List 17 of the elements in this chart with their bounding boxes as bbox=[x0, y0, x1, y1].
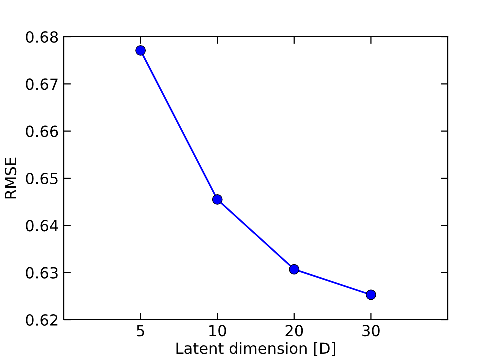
x-tick-label: 30 bbox=[362, 325, 380, 337]
y-tick-label: 0.66 bbox=[26, 126, 58, 138]
x-tick-label: 20 bbox=[286, 325, 304, 337]
y-axis-title: RMSE bbox=[5, 158, 17, 199]
x-tick-label: 5 bbox=[137, 325, 144, 337]
point bbox=[289, 264, 300, 275]
y-tick-label: 0.65 bbox=[26, 172, 58, 185]
x-axis-title: Latent dimension [D] bbox=[176, 342, 336, 356]
y-tick-label: 0.63 bbox=[26, 267, 58, 279]
y-tick-label: 0.62 bbox=[26, 314, 58, 326]
point bbox=[366, 290, 376, 300]
y-tick-label: 0.64 bbox=[26, 220, 58, 232]
y-tick-label: 0.68 bbox=[26, 31, 58, 44]
x-tick-label: 10 bbox=[210, 325, 226, 337]
y-tick-label: 0.67 bbox=[26, 78, 58, 90]
point bbox=[212, 194, 223, 205]
point bbox=[136, 45, 146, 56]
